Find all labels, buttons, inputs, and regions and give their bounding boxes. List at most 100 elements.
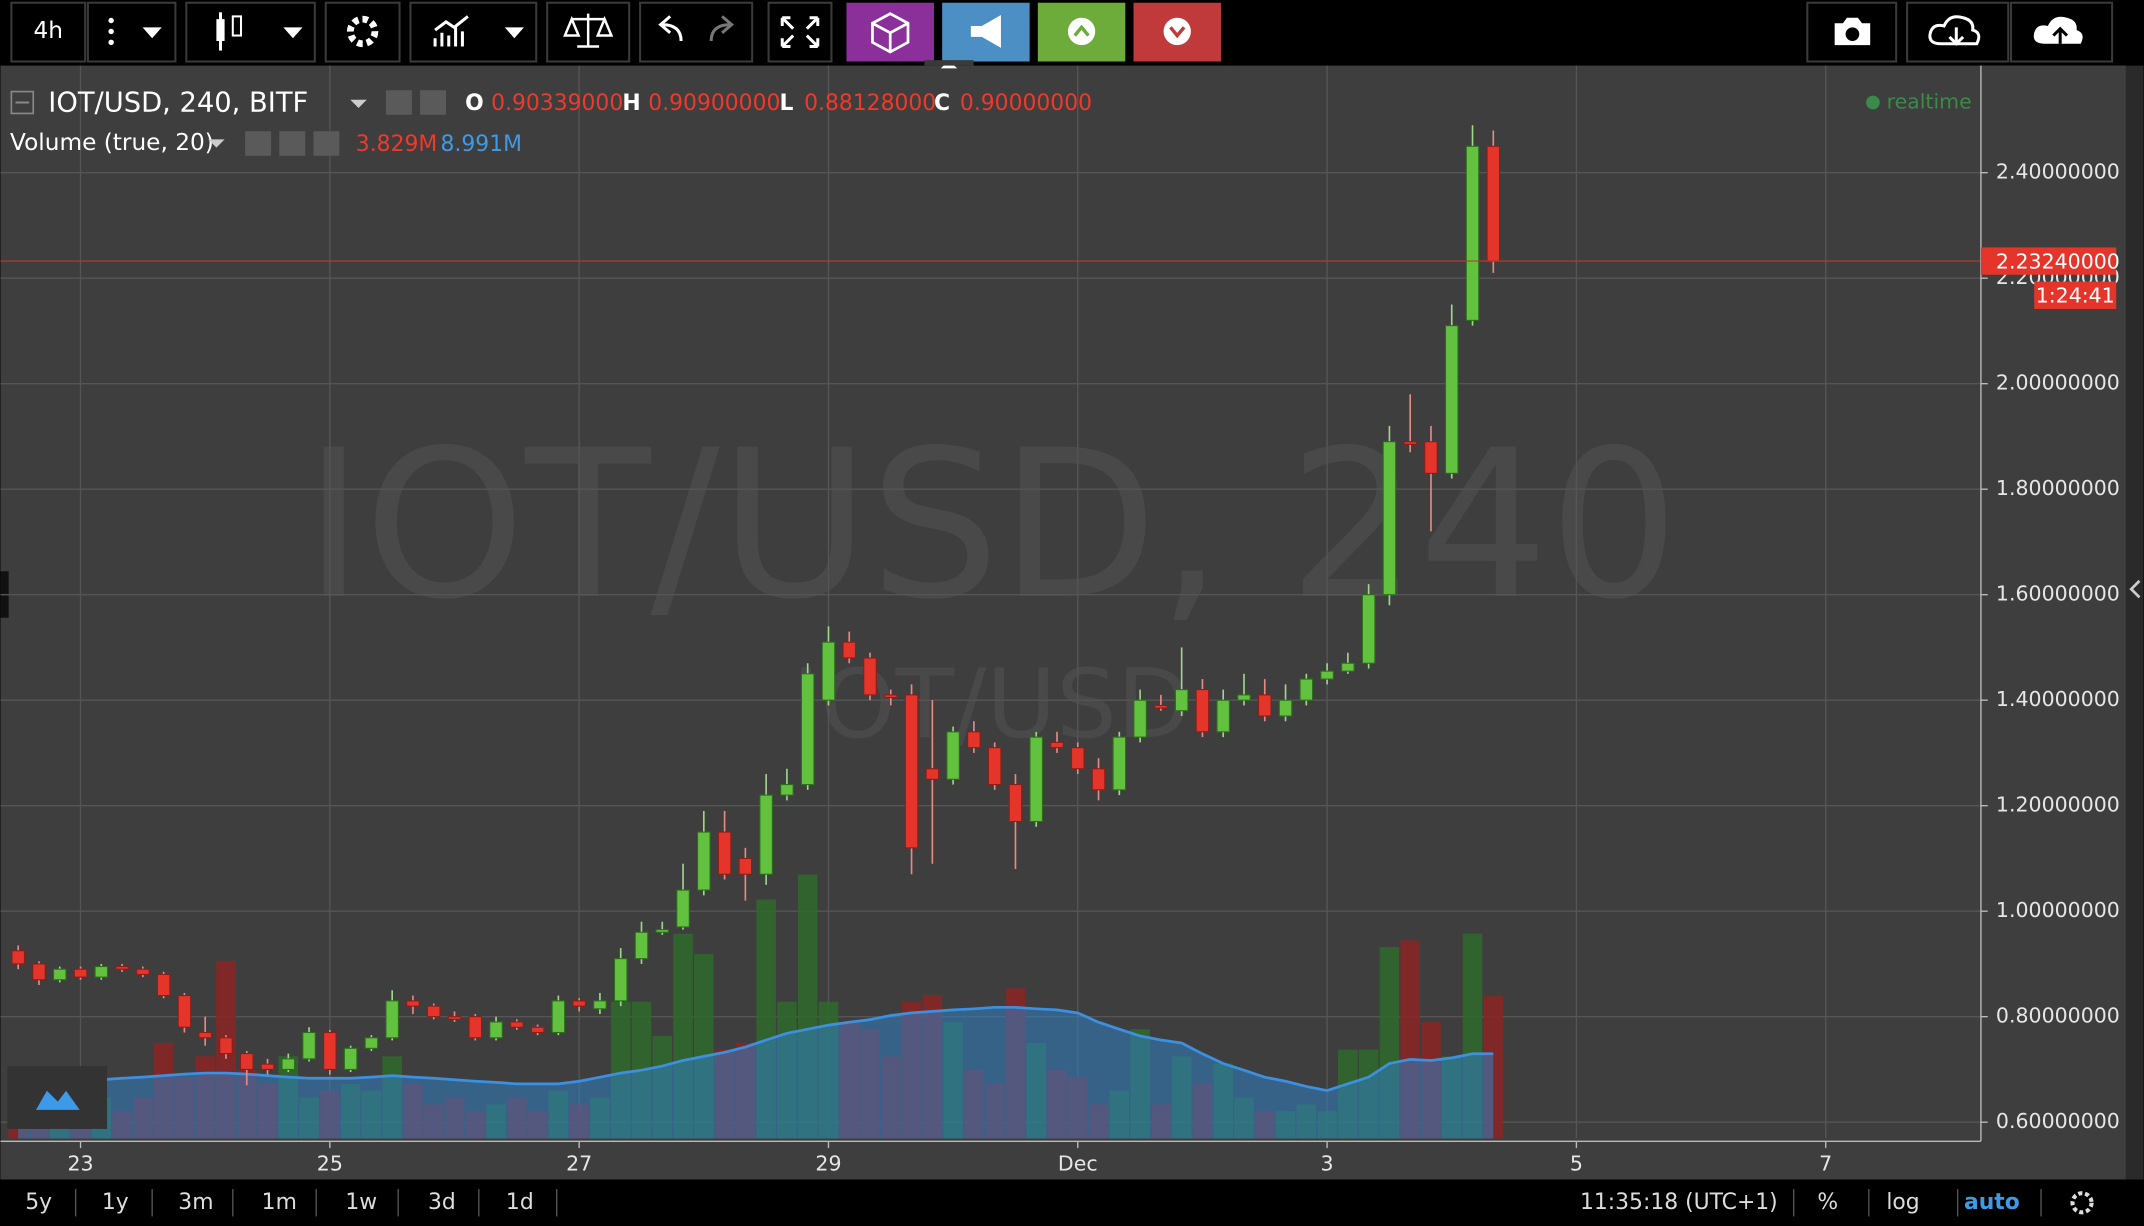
candle-body	[821, 641, 836, 701]
candle-body	[343, 1047, 358, 1070]
range-button[interactable]: 1m	[262, 1190, 297, 1215]
ohlc-value: 0.90000000	[960, 91, 1092, 116]
candle-body	[863, 657, 877, 696]
scale-option[interactable]: auto	[1964, 1190, 2020, 1215]
candle-body	[1071, 747, 1085, 770]
candle-body	[219, 1037, 233, 1055]
undo-redo[interactable]	[639, 1, 754, 63]
side-panel-arrow	[2129, 579, 2141, 599]
y-tick-label: 2.00000000	[1996, 371, 2120, 395]
candle-body	[115, 966, 129, 970]
candle-body	[1216, 699, 1230, 733]
candle-body	[987, 747, 1002, 786]
candle-body	[1174, 689, 1189, 712]
candle-body	[468, 1016, 483, 1039]
candle-body	[1008, 784, 1023, 823]
candle-body	[925, 768, 940, 780]
candle-body	[94, 966, 109, 978]
y-tick-label: 1.40000000	[1996, 687, 2120, 711]
y-tick-label: 1.20000000	[1996, 793, 2120, 817]
clock: 11:35:18 (UTC+1)	[1580, 1190, 1778, 1215]
volume-title: Volume (true, 20)	[10, 129, 214, 156]
collapse-toggle[interactable]	[10, 90, 35, 115]
candle-body	[1257, 694, 1272, 717]
range-button[interactable]: 3d	[428, 1190, 456, 1215]
candle-layer	[0, 125, 1981, 1086]
candle-body	[489, 1021, 503, 1039]
candle-body	[1154, 704, 1168, 709]
candle-body	[73, 968, 88, 978]
candle-body	[239, 1053, 254, 1070]
bottom-bar: 5y 1y 3m 1m 1w 3d 1d 11:35:18 (UTC+1)% log auto	[0, 1179, 2144, 1226]
candle-body	[842, 641, 857, 659]
candle-body	[1465, 145, 1480, 321]
ohlc-key: L	[780, 91, 794, 116]
candle-body	[634, 931, 649, 960]
interval-menu[interactable]	[86, 1, 177, 63]
ohlc-value: 0.88128000	[804, 91, 936, 116]
range-button[interactable]: 3m	[178, 1190, 213, 1215]
axes: 0.60000000 0.80000000 1.00000000 1.20000000…	[0, 65, 2126, 1180]
candle-body	[697, 831, 711, 891]
side-panel-handle[interactable]	[2125, 65, 2144, 1180]
candle-body	[52, 968, 67, 981]
candle-body	[1444, 325, 1459, 474]
x-tick-label: 3	[1321, 1151, 1334, 1175]
ohlc-key: H	[622, 91, 640, 116]
candle-body	[738, 857, 753, 875]
volume-ma-line	[18, 1005, 1494, 1092]
countdown-label: 1:24:41	[2036, 284, 2115, 308]
candle-body	[655, 929, 670, 933]
settings-icon[interactable]	[2070, 1191, 2094, 1215]
candle-body	[530, 1026, 545, 1034]
last-price-label: 2.23240000	[1996, 249, 2120, 273]
chart-pane	[0, 65, 2126, 1180]
y-tick-label: 1.60000000	[1996, 582, 2120, 606]
ohlc-value: 0.90900000	[648, 91, 780, 116]
candle-body	[364, 1037, 379, 1049]
candle-body	[551, 1000, 566, 1034]
candle-body	[1403, 441, 1417, 445]
volume-value: 3.829M	[356, 132, 437, 157]
y-tick-label: 0.60000000	[1996, 1109, 2120, 1133]
candle-body	[1382, 441, 1397, 596]
watermark-main: IOT/USD, 240	[303, 407, 1679, 645]
candle-body	[946, 731, 960, 780]
range-button[interactable]: 1d	[506, 1190, 534, 1215]
candle-body	[904, 694, 919, 849]
candle-body	[1195, 689, 1210, 733]
range-button[interactable]: 1w	[345, 1190, 377, 1215]
candle-body	[1237, 694, 1251, 701]
interval-button[interactable]	[10, 1, 87, 63]
range-button[interactable]: 5y	[25, 1190, 52, 1215]
x-tick-label: 29	[815, 1151, 841, 1175]
last-price-box	[1980, 247, 2117, 275]
fullscreen-button[interactable]	[767, 1, 833, 63]
scale-option[interactable]: %	[1817, 1190, 1838, 1215]
candle-body	[1486, 145, 1501, 262]
candle-body	[613, 958, 628, 1002]
candle-body	[1278, 699, 1293, 717]
interval-label: 4h	[34, 17, 64, 44]
time-axis-bg	[0, 1141, 2126, 1180]
candle-body	[780, 784, 794, 796]
candle-body	[967, 731, 981, 749]
candle-body	[385, 1000, 399, 1039]
countdown-box	[2034, 281, 2117, 309]
toolbar: 4h	[10, 1, 2114, 69]
ohlc-key: O	[465, 91, 484, 116]
candle-body	[593, 1000, 607, 1010]
x-tick-label: 7	[1819, 1151, 1832, 1175]
volume-ma-area	[18, 1007, 1494, 1139]
candle-body	[759, 794, 773, 875]
candle-body	[406, 1000, 420, 1007]
candle-body	[1050, 741, 1064, 749]
candle-body	[260, 1063, 275, 1070]
candle-body	[1133, 699, 1147, 738]
candle-body	[800, 673, 815, 786]
range-button[interactable]: 1y	[102, 1190, 129, 1215]
y-tick-label: 2.40000000	[1996, 160, 2120, 184]
candle-body	[1320, 670, 1334, 680]
scale-option[interactable]: log	[1886, 1190, 1919, 1215]
candle-body	[1424, 441, 1438, 474]
